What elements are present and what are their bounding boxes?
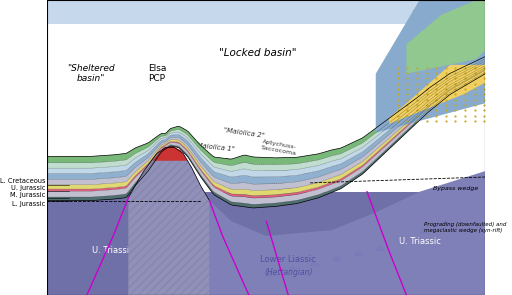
Text: U. Triassic: U. Triassic: [92, 246, 134, 255]
Polygon shape: [288, 266, 297, 271]
Polygon shape: [48, 0, 485, 24]
Polygon shape: [129, 148, 209, 295]
Polygon shape: [48, 63, 485, 184]
Text: Bypass wedge: Bypass wedge: [433, 186, 478, 191]
Text: "Locked basin": "Locked basin": [219, 48, 296, 58]
Text: (Hett.-Sin.p.p.): (Hett.-Sin.p.p.): [144, 179, 191, 184]
Text: L. Jurassic: L. Jurassic: [12, 201, 45, 206]
Polygon shape: [209, 171, 485, 295]
Text: M. Jurassic: M. Jurassic: [10, 192, 45, 198]
Polygon shape: [153, 146, 187, 161]
Text: Lower
Liassic: Lower Liassic: [154, 158, 182, 178]
Polygon shape: [354, 252, 362, 256]
Polygon shape: [48, 57, 485, 165]
Polygon shape: [48, 59, 485, 171]
Text: "Maiolica 1": "Maiolica 1": [193, 142, 235, 153]
Polygon shape: [48, 192, 485, 295]
Text: Platform: Platform: [412, 10, 453, 20]
Polygon shape: [48, 69, 485, 198]
Polygon shape: [398, 238, 407, 242]
Text: Ooid shoals: Ooid shoals: [434, 80, 475, 86]
Polygon shape: [48, 72, 485, 208]
Polygon shape: [48, 61, 485, 177]
Polygon shape: [266, 271, 275, 275]
Text: U. Jurassic: U. Jurassic: [11, 185, 45, 191]
Text: Aptychuss-
Saccocoma: Aptychuss- Saccocoma: [261, 139, 298, 156]
Polygon shape: [129, 148, 209, 295]
Text: "Maiolica 2": "Maiolica 2": [223, 127, 266, 139]
Text: Prograding (downfaulted) and
megaclastic wedge (syn-rift): Prograding (downfaulted) and megaclastic…: [424, 222, 506, 232]
Polygon shape: [419, 229, 428, 233]
Text: "Sheltered
basin": "Sheltered basin": [68, 64, 115, 83]
Polygon shape: [376, 247, 385, 251]
Text: U. Triassic: U. Triassic: [398, 237, 440, 246]
Polygon shape: [48, 66, 485, 191]
Polygon shape: [407, 0, 485, 74]
Text: Corniola: Corniola: [275, 186, 302, 192]
Polygon shape: [376, 0, 485, 133]
Text: Liassic: Liassic: [406, 128, 434, 137]
Text: Lower Liassic: Lower Liassic: [260, 255, 316, 264]
Polygon shape: [332, 256, 341, 260]
Polygon shape: [441, 220, 450, 224]
Text: Elsa
PCP: Elsa PCP: [148, 64, 166, 83]
Polygon shape: [310, 261, 319, 266]
Polygon shape: [389, 65, 485, 124]
Polygon shape: [48, 70, 485, 204]
Polygon shape: [48, 68, 485, 196]
Text: ?coral / Ellipsactinia
reef...: ?coral / Ellipsactinia reef...: [415, 29, 485, 42]
Text: (Hettangian): (Hettangian): [264, 268, 312, 277]
Text: L. Cretaceous: L. Cretaceous: [0, 178, 45, 183]
Text: Posidonia lmst.: Posidonia lmst.: [264, 167, 312, 176]
Text: Rosso Amm.: Rosso Amm.: [247, 178, 286, 185]
Text: C. Diasprigni: C. Diasprigni: [224, 158, 265, 167]
